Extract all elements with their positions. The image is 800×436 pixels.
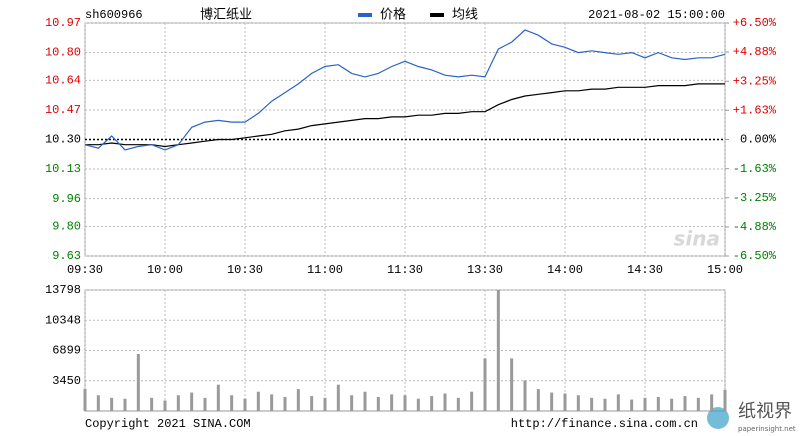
volume-bar <box>283 396 287 411</box>
volume-bar <box>443 393 447 411</box>
url: http://finance.sina.com.cn <box>511 417 698 431</box>
volume-bar <box>710 394 714 411</box>
y-tick-label: 9.63 <box>52 249 81 263</box>
volume-bar <box>163 400 167 411</box>
legend-label: 价格 <box>380 7 406 23</box>
volume-bar <box>243 398 247 411</box>
legend-label: 均线 <box>452 8 478 23</box>
y-tick-label: 10.64 <box>45 74 81 88</box>
y2-tick-label: -4.88% <box>733 220 777 234</box>
y2-tick-label: -1.63% <box>733 162 777 176</box>
volume-bar <box>483 358 487 411</box>
volume-tick-label: 13798 <box>45 283 81 297</box>
volume-bar <box>603 398 607 411</box>
price-line <box>84 29 726 151</box>
volume-bar <box>550 392 554 411</box>
volume-bar <box>616 394 620 411</box>
y2-tick-label: -3.25% <box>733 191 777 205</box>
x-tick-label: 10:00 <box>147 263 183 277</box>
y-tick-label: 9.96 <box>52 192 81 206</box>
sina-logo: sina <box>674 227 721 251</box>
volume-bar <box>643 397 647 411</box>
y2-tick-label: +6.50% <box>733 16 777 30</box>
volume-tick-label: 10348 <box>45 313 81 327</box>
volume-bar <box>110 397 114 411</box>
stock-code: sh600966 <box>85 8 143 22</box>
y-tick-label: 10.80 <box>45 46 81 60</box>
volume-bar <box>376 396 380 411</box>
x-tick-label: 09:30 <box>67 263 103 277</box>
volume-bar <box>230 395 234 411</box>
x-tick-label: 15:00 <box>707 263 743 277</box>
volume-bar <box>336 384 340 411</box>
volume-bar <box>656 396 660 411</box>
volume-bar <box>123 398 127 411</box>
y-tick-label: 10.97 <box>45 16 81 30</box>
y-tick-label: 10.47 <box>45 103 81 117</box>
volume-bar <box>136 353 140 411</box>
volume-tick-label: 3450 <box>52 374 81 388</box>
volume-bar <box>270 394 274 411</box>
volume-bar <box>350 395 354 411</box>
volume-bar <box>670 398 674 411</box>
volume-bar <box>403 395 407 411</box>
y2-tick-label: 0.00% <box>740 133 777 147</box>
volume-bar <box>363 391 367 411</box>
y2-tick-label: +3.25% <box>733 74 777 88</box>
volume-bar <box>470 391 474 411</box>
watermark-brand: 纸视界 <box>738 401 792 422</box>
volume-bar <box>203 397 207 411</box>
volume-bar <box>510 358 514 411</box>
volume-bar <box>723 389 727 411</box>
volume-bar <box>496 290 500 411</box>
y2-tick-label: -6.50% <box>733 249 777 263</box>
volume-tick-label: 6899 <box>52 344 81 358</box>
volume-bar <box>683 396 687 411</box>
volume-bar <box>323 397 327 411</box>
copyright: Copyright 2021 SINA.COM <box>85 417 251 431</box>
volume-bar <box>523 380 527 411</box>
stock-name: 博汇纸业 <box>200 8 252 23</box>
x-tick-label: 14:00 <box>547 263 583 277</box>
x-tick-label: 10:30 <box>227 263 263 277</box>
volume-bar <box>590 397 594 411</box>
volume-bar <box>390 394 394 411</box>
x-tick-label: 11:00 <box>307 263 343 277</box>
volume-bar <box>190 392 194 411</box>
volume-bar <box>83 389 87 411</box>
volume-bar <box>296 389 300 411</box>
volume-bar <box>563 393 567 411</box>
y-tick-label: 9.80 <box>52 220 81 234</box>
volume-bar <box>256 391 260 411</box>
y2-tick-label: +4.88% <box>733 45 777 59</box>
volume-bar <box>310 396 314 411</box>
y-tick-label: 10.30 <box>45 133 81 147</box>
x-tick-label: 11:30 <box>387 263 423 277</box>
x-tick-label: 14:30 <box>627 263 663 277</box>
volume-bar <box>696 397 700 411</box>
volume-bar <box>96 395 100 411</box>
volume-bar <box>430 396 434 411</box>
watermark-site: paperinsight.net <box>738 425 796 433</box>
volume-bar <box>630 399 634 411</box>
y-tick-label: 10.13 <box>45 162 81 176</box>
x-tick-label: 13:30 <box>467 263 503 277</box>
y2-tick-label: +1.63% <box>733 103 777 117</box>
datetime: 2021-08-02 15:00:00 <box>588 8 725 22</box>
volume-bar <box>176 395 180 411</box>
price-line <box>85 83 725 148</box>
watermark-icon <box>707 407 729 429</box>
volume-bar <box>536 389 540 411</box>
volume-bar <box>416 398 420 411</box>
volume-bar <box>150 397 154 411</box>
volume-bar <box>456 397 460 411</box>
volume-bar <box>216 384 220 411</box>
volume-bar <box>576 395 580 411</box>
